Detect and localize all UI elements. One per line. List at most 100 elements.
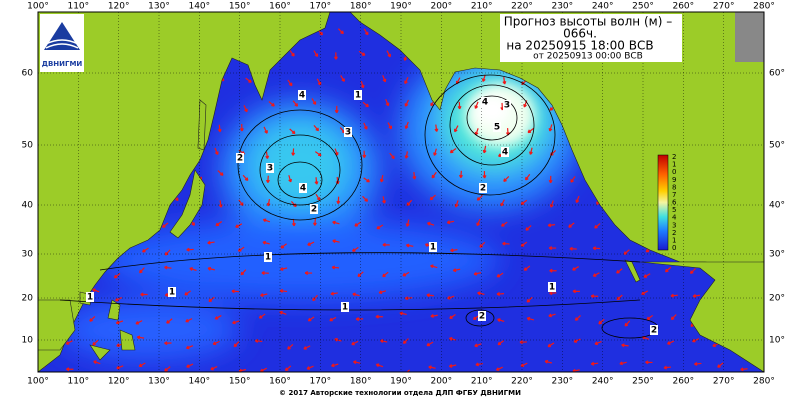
wave-arrow (184, 290, 191, 296)
wave-arrow (214, 147, 219, 155)
contour-label: 2 (311, 205, 317, 215)
wave-arrow (288, 175, 293, 183)
wave-arrow (292, 100, 299, 107)
colorbar-label: 0 (672, 244, 676, 252)
wave-arrow (433, 148, 437, 156)
wave-arrow (245, 77, 252, 83)
wave-arrow (239, 123, 244, 132)
lat-label-right: 50° (769, 141, 785, 151)
wave-arrow (501, 221, 508, 227)
lon-label-bottom: 160° (269, 377, 291, 387)
lat-label-left: 10 (22, 336, 34, 346)
wave-arrow (139, 267, 145, 274)
wave-peak (465, 83, 535, 147)
wave-arrow (262, 218, 271, 223)
wave-arrow (495, 366, 503, 371)
lon-label-bottom: 100° (27, 377, 49, 387)
colorbar-label: 5 (672, 206, 676, 214)
lon-label-top: 150° (229, 2, 251, 12)
wave-arrow (376, 224, 384, 230)
wave-arrow (279, 289, 288, 293)
wave-arrow (93, 360, 101, 365)
wave-arrow (431, 171, 437, 179)
wave-arrow (448, 364, 457, 368)
lon-label-top: 190° (390, 2, 412, 12)
contour-label-bg (501, 147, 509, 157)
wave-arrow (476, 195, 483, 201)
wave-arrow (259, 367, 267, 372)
wave-arrow (404, 296, 413, 301)
wave-arrow (375, 363, 384, 368)
contour-label: 1 (430, 243, 436, 253)
wave-arrow (548, 124, 553, 132)
wave-arrow (186, 363, 194, 368)
map-frame (37, 11, 765, 373)
lon-label-top: 260° (672, 2, 694, 12)
contour-labels: 4 1 3 2 3 4 2 4 5 3 4 2 1 1 1 1 1 2 1 2 (86, 90, 658, 336)
wave-arrow (526, 316, 535, 321)
wave-arrow (92, 288, 100, 293)
wave-arrow (355, 317, 364, 322)
lon-label-bottom: 150° (229, 377, 251, 387)
contour-label: 3 (345, 128, 351, 138)
wave-arrow (185, 345, 194, 350)
wave-arrow (263, 126, 268, 134)
colorbar (657, 154, 669, 251)
wave-arrow (330, 291, 338, 296)
lon-label-bottom: 220° (511, 377, 533, 387)
colorbar-label: 9 (672, 176, 676, 184)
wave-arrow (235, 223, 243, 228)
wave-arrow (503, 176, 510, 182)
wave-arrow (313, 50, 319, 58)
wave-arrow (502, 77, 507, 85)
wave-arrow (426, 341, 434, 347)
wave-arrow (404, 99, 410, 107)
wave-arrow (284, 365, 292, 372)
wave-arrow (549, 268, 557, 273)
contour-label-bg (548, 282, 556, 292)
wave-arrow (313, 218, 317, 226)
wave-arrow (547, 342, 555, 348)
colorbar-label: 2 (672, 153, 676, 161)
wave-arrow (89, 315, 96, 322)
lon-label-top: 230° (551, 2, 573, 12)
wave-arrow (624, 320, 631, 327)
wave-arrow (429, 194, 436, 201)
wave-arrow (337, 28, 344, 35)
contour-label: 4 (482, 98, 488, 108)
wave-arrow (313, 124, 320, 132)
wave-arrow (207, 240, 215, 245)
wave-arrow (240, 269, 247, 276)
wave-arrow (315, 193, 321, 201)
colorbar-label: 4 (672, 214, 677, 222)
wave-arrow (375, 314, 383, 319)
contour-label-bg (310, 204, 318, 214)
contour-label: 2 (480, 184, 486, 194)
colorbar-label: 8 (672, 183, 676, 191)
lat-label-left: 20 (22, 294, 34, 304)
wave-arrow (268, 101, 275, 107)
wave-arrow (242, 174, 249, 181)
contour-label: 1 (549, 283, 555, 293)
wave-arrow (207, 266, 215, 271)
wave-arrow (447, 295, 455, 300)
wave-arrow (214, 315, 222, 320)
wave-arrow (477, 291, 485, 296)
contour-label-bg (478, 311, 486, 321)
contour-label-bg (650, 325, 658, 335)
wave-arrow (568, 222, 575, 228)
lon-label-top: 170° (309, 2, 331, 12)
wave-arrow (667, 340, 675, 345)
lon-label-bottom: 200° (430, 377, 452, 387)
wave-arrow (340, 75, 345, 82)
contour-label: 4 (502, 148, 508, 158)
lat-label-left: 50 (22, 141, 34, 151)
axis-labels: 100°100°110°110°120°120°130°130°140°140°… (22, 2, 785, 387)
wave-arrow (115, 320, 124, 325)
wave-arrow (333, 52, 338, 60)
wave-arrow (352, 246, 359, 252)
wave-arrow (386, 50, 391, 58)
wave-arrow (354, 221, 362, 227)
contour-label: 1 (169, 288, 175, 298)
